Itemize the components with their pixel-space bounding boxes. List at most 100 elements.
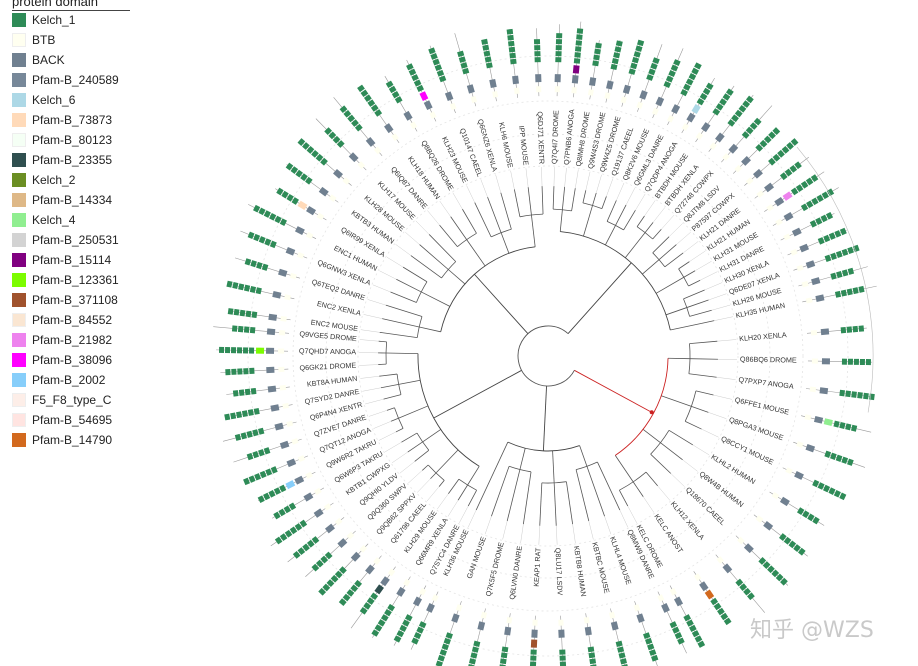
domain-box	[413, 79, 422, 87]
domain-box	[830, 252, 837, 260]
domain-box	[841, 269, 849, 277]
tree-branch	[683, 270, 696, 278]
tree-branch	[567, 262, 632, 334]
domain-box	[688, 73, 697, 81]
domain-box	[595, 42, 602, 49]
domain-box	[680, 89, 688, 97]
domain-box	[836, 270, 843, 279]
legend-item: Pfam-B_73873	[12, 110, 112, 130]
tree-branch	[561, 186, 566, 210]
tree-branch	[386, 352, 419, 354]
legend-item: BACK	[12, 50, 65, 70]
tree-branch	[457, 484, 468, 501]
legend-label: Kelch_4	[32, 213, 76, 227]
domain-box	[800, 180, 809, 189]
domain-box	[852, 287, 859, 295]
domain-box	[334, 570, 343, 579]
leaf-connector	[405, 231, 420, 245]
tree-branch	[487, 196, 502, 233]
leaf-connector	[701, 428, 719, 438]
domain-box	[722, 153, 730, 161]
domain-box	[823, 418, 833, 426]
tree-branch	[386, 407, 395, 411]
leaf-connector	[480, 179, 488, 198]
tree-branch	[661, 395, 692, 407]
domain-box	[668, 70, 676, 78]
domain-box	[338, 598, 347, 606]
tree-branch	[574, 369, 654, 414]
domain-box	[499, 658, 507, 665]
domain-box	[797, 547, 806, 556]
domain-box	[793, 544, 801, 552]
domain-box	[259, 470, 267, 479]
domain-box	[328, 131, 337, 140]
legend-item: Pfam-B_80123	[12, 130, 112, 150]
leaf-label: Q6DJ71 XENTR	[536, 111, 547, 164]
domain-box	[255, 287, 262, 295]
domain-box	[833, 489, 841, 498]
domain-box	[238, 283, 245, 291]
domain-box	[738, 104, 747, 113]
leaf-connector	[391, 451, 408, 464]
domain-box	[794, 471, 804, 480]
domain-box	[274, 536, 283, 545]
domain-box	[811, 277, 821, 286]
domain-box	[779, 496, 790, 507]
domain-box	[224, 413, 231, 421]
domain-box	[243, 284, 251, 292]
domain-box	[762, 561, 771, 569]
tree-branch	[448, 478, 460, 494]
domain-box	[306, 146, 315, 154]
domain-box	[604, 92, 611, 100]
tree-branch	[383, 394, 402, 400]
leaf-connector	[604, 516, 612, 535]
tree-branch	[597, 461, 621, 511]
leaf-connector	[588, 520, 594, 540]
domain-box	[571, 87, 577, 94]
domain-box	[820, 214, 828, 223]
tree-branch	[615, 204, 627, 226]
tree-branch	[475, 470, 495, 511]
tree-branch	[688, 373, 717, 378]
domain-box	[350, 551, 361, 562]
domain-box	[739, 583, 748, 591]
tree-branch	[531, 214, 536, 247]
leaf-connector	[399, 461, 415, 474]
tree-branch	[592, 192, 597, 206]
domain-box	[775, 218, 783, 226]
domain-box	[444, 91, 454, 101]
domain-box	[480, 611, 488, 619]
domain-box	[673, 59, 681, 67]
leaf-connector	[595, 174, 602, 194]
leaf-connector	[643, 496, 655, 513]
legend-label: Pfam-B_54695	[32, 413, 113, 427]
domain-box	[771, 491, 780, 500]
leaf-connector	[692, 444, 710, 456]
domain-box	[489, 78, 497, 89]
guide-circle	[357, 165, 739, 547]
domain-box	[370, 592, 379, 601]
domain-box	[589, 77, 597, 87]
leaf-connector	[606, 178, 614, 197]
domain-box	[477, 621, 486, 631]
domain-box	[794, 161, 802, 170]
tree-branch	[650, 453, 672, 474]
legend-label: Pfam-B_14334	[32, 193, 113, 207]
domain-box	[253, 407, 260, 415]
domain-box	[412, 596, 423, 607]
domain-box	[282, 402, 290, 409]
legend-label: Pfam-B_240589	[32, 73, 119, 87]
domain-box	[258, 236, 266, 244]
domain-box	[432, 58, 440, 66]
domain-box	[834, 290, 842, 298]
domain-box	[756, 190, 765, 198]
domain-box	[774, 196, 785, 207]
domain-box	[790, 248, 798, 256]
domain-box	[306, 205, 317, 216]
leaf-label: Q6GK21 DROME	[299, 361, 356, 373]
domain-box	[745, 95, 754, 104]
domain-box	[404, 614, 413, 622]
domain-box	[278, 508, 286, 517]
leaf-connector	[711, 304, 731, 311]
